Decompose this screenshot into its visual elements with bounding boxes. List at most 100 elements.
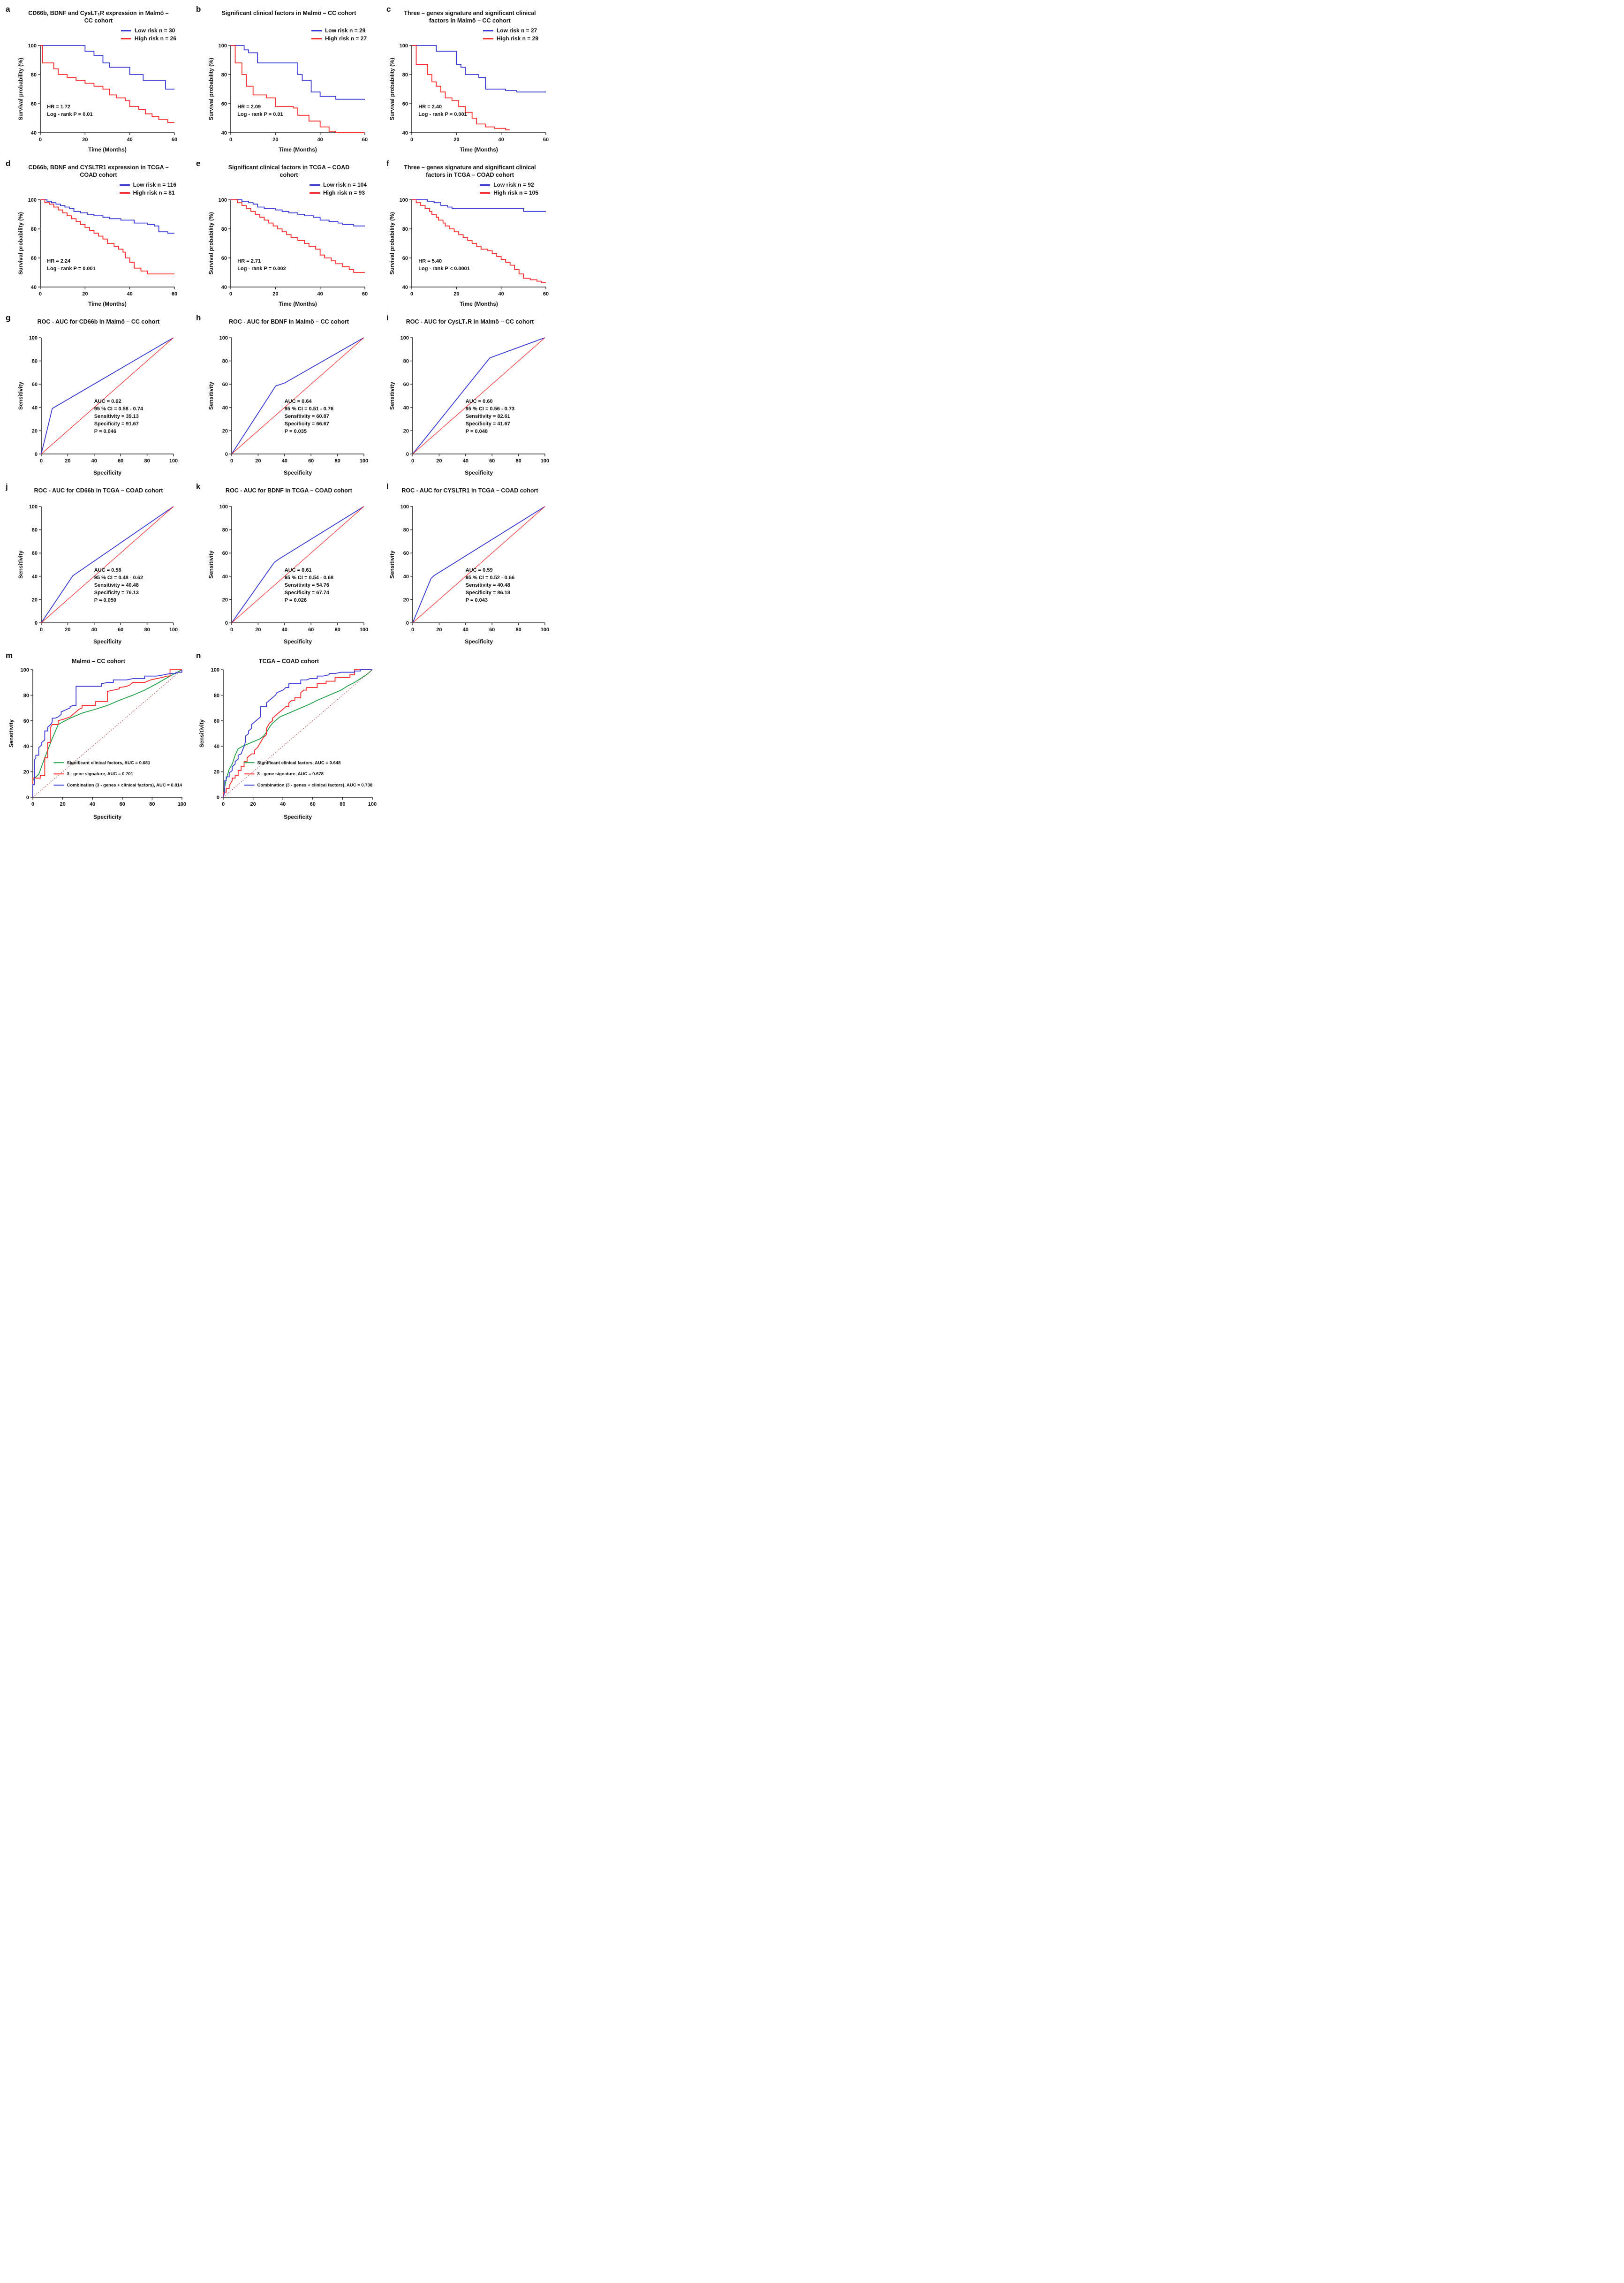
y-tick-label: 0 [35,452,38,457]
legend-item: High risk n = 29 [483,35,538,42]
panel-f: f Three – genes signature and significant… [382,157,553,311]
y-tick-label: 60 [23,718,29,724]
panel-l: l ROC - AUC for CYSLTR1 in TCGA – COAD co… [382,480,553,649]
x-axis-label: Specificity [284,638,312,645]
roc-chart-k: 0 20 40 60 80 100 0 20 40 60 80 100 Specificity Sensi… [208,504,368,645]
x-axis-label: Specificity [465,469,493,476]
x-tick-label: 20 [65,458,70,464]
series-low-risk [412,199,546,212]
x-axis-label: Specificity [93,814,121,820]
y-tick-label: 60 [222,382,228,387]
y-tick-label: 80 [402,227,408,232]
legend-label: 3 - gene signature, AUC = 0.678 [257,771,324,777]
y-tick-label: 80 [222,528,228,533]
y-tick-label: 40 [403,405,409,411]
legend-line-swatch [480,184,491,186]
y-tick-label: 40 [221,285,227,290]
y-tick-label: 100 [400,197,408,203]
x-tick-label: 40 [91,627,97,633]
y-tick-label: 20 [403,428,409,434]
y-axis-label: Sensitivity [17,551,24,579]
y-tick-label: 40 [221,130,227,136]
y-axis-label: Survival probability (%) [17,212,24,274]
y-tick-label: 80 [221,72,227,78]
x-tick-label: 40 [463,627,468,633]
y-tick-label: 20 [32,597,38,603]
x-tick-label: 20 [250,801,256,807]
x-tick-label: 100 [178,801,186,807]
panel-letter: k [196,482,201,491]
x-tick-label: 20 [82,137,88,143]
x-tick-label: 20 [272,137,278,143]
y-tick-label: 40 [32,405,38,411]
legend-label: Combination (3 - genes + clinical factor… [67,783,182,788]
stats-annotation-line: Sensitivity = 39.13 [94,414,139,419]
stats-annotation-line: 95 % CI = 0.52 - 0.66 [466,575,514,581]
legend-item: High risk n = 93 [309,189,367,196]
stats-annotation-line: HR = 5.40 [418,258,442,264]
y-tick-label: 60 [403,382,409,387]
km-legend: Low risk n = 104 High risk n = 93 [309,181,367,196]
km-chart-b: 0 20 40 60 40 60 80 100 Time (Months) Survival pr… [208,43,368,153]
y-tick-label: 80 [402,72,408,78]
y-tick-label: 20 [214,770,219,775]
series-roc-curve [41,506,174,623]
x-tick-label: 0 [229,137,232,143]
y-tick-label: 100 [29,504,38,510]
x-tick-label: 40 [282,458,287,464]
stats-annotation-line: Specificity = 67.74 [285,590,330,596]
series-significant-clinical-factors [223,669,373,798]
y-tick-label: 20 [222,428,228,434]
x-tick-label: 20 [453,291,459,297]
roc-chart-l: 0 20 40 60 80 100 0 20 40 60 80 100 Specificity Sensi… [389,504,549,645]
x-tick-label: 0 [31,801,34,807]
km-legend: Low risk n = 30 High risk n = 26 [121,27,176,42]
y-tick-label: 40 [31,285,37,290]
panel-title: ROC - AUC for CD66b in Malmö – CC cohort [37,318,160,325]
x-tick-label: 60 [543,137,549,143]
y-tick-label: 100 [400,43,408,49]
x-tick-label: 100 [169,458,178,464]
y-tick-label: 20 [32,428,38,434]
series-roc-curve [41,337,174,454]
km-legend: Low risk n = 27 High risk n = 29 [483,27,538,42]
y-tick-label: 0 [217,795,219,801]
panel-letter: d [6,159,11,168]
legend-label: Low risk n = 30 [134,27,175,34]
km-legend: Low risk n = 29 High risk n = 27 [311,27,367,42]
x-axis-label: Time (Months) [88,301,127,307]
y-tick-label: 80 [403,359,409,364]
stats-annotation-line: Sensitivity = 60.87 [285,414,329,419]
x-tick-label: 40 [317,291,323,297]
x-tick-label: 80 [334,458,340,464]
y-tick-label: 80 [31,227,37,232]
stats-annotation-line: P = 0.046 [94,429,116,434]
panel-title: ROC - AUC for BDNF in Malmö – CC cohort [229,318,349,325]
legend-item: High risk n = 81 [119,189,176,196]
stats-annotation-line: AUC = 0.59 [466,567,493,573]
x-tick-label: 20 [255,458,261,464]
stats-annotation-line: HR = 2.71 [237,258,261,264]
x-tick-label: 60 [308,458,314,464]
stats-annotation-line: HR = 2.24 [47,258,71,264]
km-legend: Low risk n = 92 High risk n = 105 [480,181,538,196]
y-tick-label: 100 [219,43,227,49]
series-reference [41,506,174,623]
y-tick-label: 60 [32,551,38,556]
legend-label: Low risk n = 104 [323,181,367,188]
panel-j: j ROC - AUC for CD66b in TCGA – COAD coho… [1,480,191,649]
x-tick-label: 40 [280,801,286,807]
y-tick-label: 60 [222,551,228,556]
panel-title: ROC - AUC for BDNF in TCGA – COAD cohort [226,487,352,494]
panel-b: b Significant clinical factors in Malmö –… [191,3,382,157]
x-tick-label: 40 [90,801,95,807]
panel-letter: c [386,5,391,14]
y-tick-label: 100 [28,197,37,203]
series-high-risk [231,45,365,133]
x-tick-label: 60 [120,801,125,807]
legend-label: High risk n = 81 [133,189,175,196]
x-tick-label: 40 [282,627,287,633]
y-tick-label: 80 [403,528,409,533]
x-tick-label: 0 [39,291,42,297]
stats-annotation-line: HR = 2.40 [418,104,442,110]
